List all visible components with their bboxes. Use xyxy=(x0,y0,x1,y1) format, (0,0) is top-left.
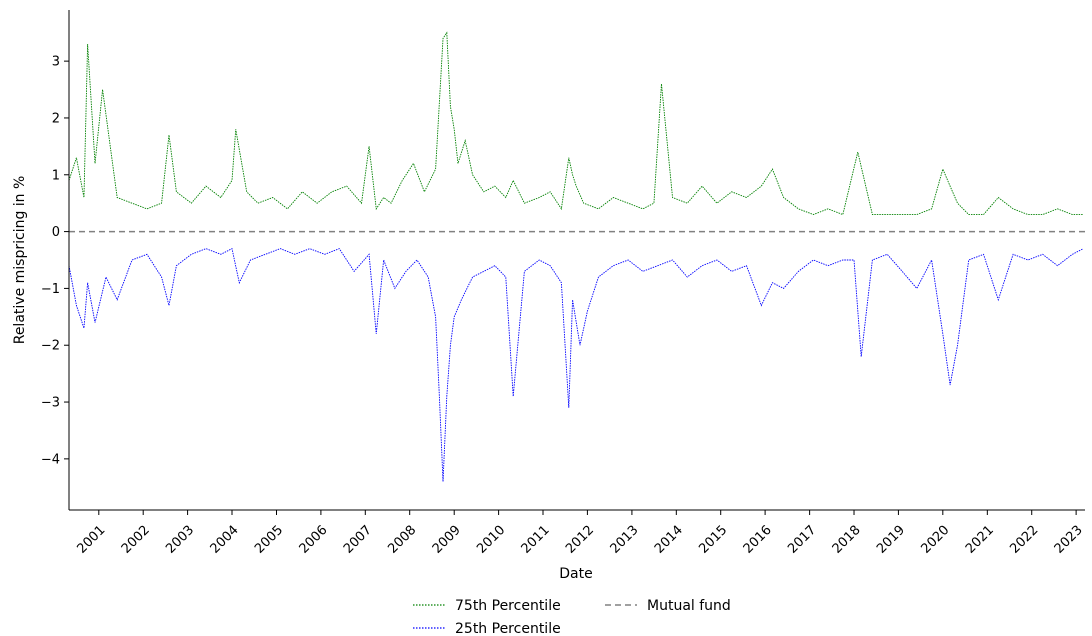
y-tick-label: −1 xyxy=(41,282,60,297)
x-tick-label: 2020 xyxy=(918,523,952,557)
y-axis-ticks: 3 2 1 0 −1 −2 −3 −4 xyxy=(41,55,69,467)
x-tick-label: 2006 xyxy=(297,523,331,557)
x-tick-label: 2002 xyxy=(119,523,153,557)
x-tick-label: 2007 xyxy=(341,523,375,557)
y-tick-label: −4 xyxy=(41,452,60,467)
x-tick-label: 2003 xyxy=(163,523,197,557)
x-tick-label: 2015 xyxy=(696,523,730,557)
y-tick-label: 2 xyxy=(52,111,60,126)
x-tick-label: 2008 xyxy=(385,523,419,557)
x-tick-label: 2004 xyxy=(208,523,242,557)
x-tick-label: 2017 xyxy=(785,523,819,557)
x-tick-label: 2021 xyxy=(963,523,997,557)
legend: 75th Percentile 25th Percentile Mutual f… xyxy=(413,598,731,636)
x-axis-ticks: 2001 2002 2003 2004 2005 2006 2007 2008 2009 2010… xyxy=(74,510,1086,557)
series-line-25th-percentile xyxy=(69,247,1084,482)
y-tick-label: 1 xyxy=(52,168,60,183)
x-tick-label: 2010 xyxy=(474,523,508,557)
x-tick-label: 2005 xyxy=(252,523,286,557)
series-layer xyxy=(69,31,1085,482)
x-tick-label: 2016 xyxy=(741,523,775,557)
x-tick-label: 2019 xyxy=(874,523,908,557)
x-tick-label: 2018 xyxy=(830,523,864,557)
x-tick-label: 2013 xyxy=(608,523,642,557)
y-tick-label: −3 xyxy=(41,396,60,411)
x-tick-label: 2009 xyxy=(430,523,464,557)
x-tick-label: 2023 xyxy=(1052,523,1086,557)
x-axis-title: Date xyxy=(559,566,592,582)
x-tick-label: 2001 xyxy=(74,523,108,557)
x-tick-label: 2022 xyxy=(1007,523,1041,557)
legend-label-75th: 75th Percentile xyxy=(455,598,561,614)
y-axis-title: Relative mispricing in % xyxy=(12,176,28,345)
y-tick-label: −2 xyxy=(41,339,60,354)
y-tick-label: 0 xyxy=(52,225,60,240)
legend-label-mutual-fund: Mutual fund xyxy=(647,598,731,614)
series-line-75th-percentile xyxy=(69,31,1084,216)
legend-label-25th: 25th Percentile xyxy=(455,621,561,636)
y-tick-label: 3 xyxy=(52,55,60,70)
x-tick-label: 2014 xyxy=(652,523,686,557)
x-tick-label: 2012 xyxy=(563,523,597,557)
x-tick-label: 2011 xyxy=(519,523,553,557)
